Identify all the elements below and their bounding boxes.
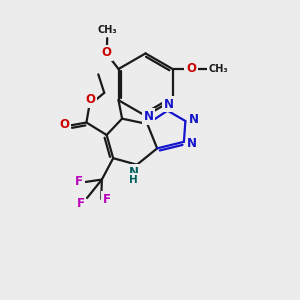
Text: N: N bbox=[128, 166, 138, 178]
Text: F: F bbox=[76, 197, 85, 210]
Text: O: O bbox=[85, 93, 95, 106]
Text: N: N bbox=[164, 98, 174, 111]
Text: O: O bbox=[101, 46, 111, 59]
Text: CH₃: CH₃ bbox=[209, 64, 229, 74]
Text: F: F bbox=[75, 175, 83, 188]
Text: N: N bbox=[187, 137, 197, 150]
Text: O: O bbox=[186, 62, 196, 75]
Text: H: H bbox=[129, 175, 138, 184]
Text: O: O bbox=[60, 118, 70, 131]
Text: F: F bbox=[103, 193, 111, 206]
Text: CH₃: CH₃ bbox=[98, 25, 117, 35]
Text: N: N bbox=[144, 110, 154, 123]
Text: N: N bbox=[189, 113, 199, 126]
